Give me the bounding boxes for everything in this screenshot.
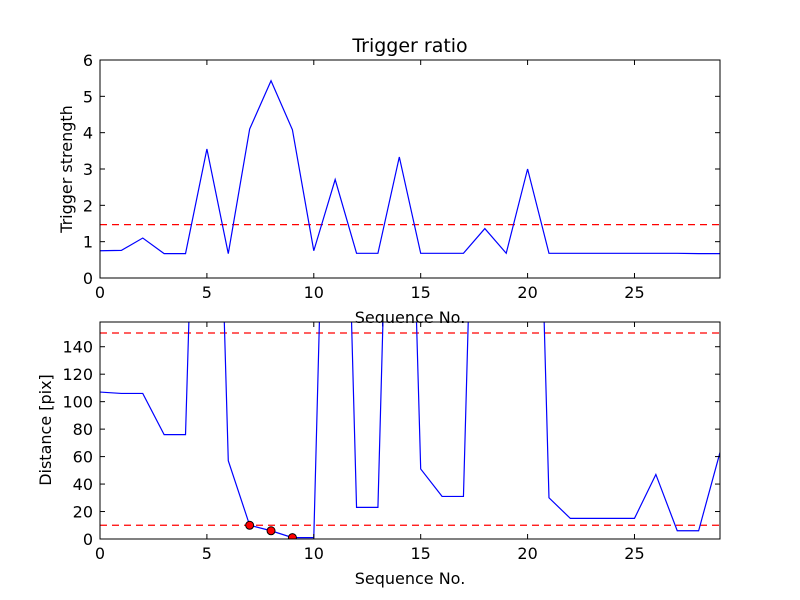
y-tick-label: 0 xyxy=(83,530,93,549)
chart-title: Trigger ratio xyxy=(351,35,467,57)
y-tick-label: 20 xyxy=(73,503,93,522)
y-tick-label: 5 xyxy=(83,87,93,106)
trigger-axes-frame xyxy=(99,59,721,279)
y-tick-label: 140 xyxy=(62,338,93,357)
series-line xyxy=(100,79,720,255)
data-point-marker xyxy=(266,526,276,536)
x-tick-label: 15 xyxy=(411,283,431,302)
x-tick-label: 15 xyxy=(411,544,431,563)
x-tick-label: 5 xyxy=(202,283,212,302)
y-tick-label: 4 xyxy=(83,124,93,143)
y-axis-label: Distance [pix] xyxy=(36,374,55,486)
y-tick-label: 80 xyxy=(73,420,93,439)
trigger-ratio-chart: Trigger ratio 0 5 10 15 20 25 0 1 2 3 4 5 6 Sequence… xyxy=(57,35,721,327)
y-tick-label: 6 xyxy=(83,51,93,70)
x-tick-label: 25 xyxy=(624,283,644,302)
data-point-marker xyxy=(287,533,297,539)
y-tick-label: 40 xyxy=(73,475,93,494)
x-tick-label: 0 xyxy=(95,283,105,302)
y-tick-label: 60 xyxy=(73,448,93,467)
x-axis-label: Sequence No. xyxy=(355,569,466,588)
data-point-marker xyxy=(245,520,255,530)
x-axis-label: Sequence No. xyxy=(355,308,466,327)
y-tick-label: 1 xyxy=(83,233,93,252)
trigger-axis-ticks: 0 5 10 15 20 25 0 1 2 3 4 5 6 xyxy=(83,51,720,302)
x-tick-label: 10 xyxy=(304,283,324,302)
distance-axes-frame xyxy=(99,321,721,540)
y-tick-label: 3 xyxy=(83,160,93,179)
x-tick-label: 5 xyxy=(202,544,212,563)
y-tick-label: 2 xyxy=(83,196,93,215)
distance-axis-ticks: 0 5 10 15 20 25 0 20 40 60 80 100 120 140 xyxy=(62,322,720,563)
y-tick-label: 120 xyxy=(62,365,93,384)
x-tick-label: 10 xyxy=(304,544,324,563)
x-tick-label: 0 xyxy=(95,544,105,563)
distance-chart: 0 5 10 15 20 25 0 20 40 60 80 100 120 140 Sequence No… xyxy=(36,321,721,588)
y-tick-label: 0 xyxy=(83,269,93,288)
x-tick-label: 20 xyxy=(517,544,537,563)
distance-plot-area xyxy=(100,322,720,539)
x-tick-label: 20 xyxy=(517,283,537,302)
trigger-plot-area xyxy=(100,79,720,255)
series-line xyxy=(100,322,720,539)
y-tick-label: 100 xyxy=(62,393,93,412)
x-tick-label: 25 xyxy=(624,544,644,563)
y-axis-label: Trigger strength xyxy=(57,105,76,234)
